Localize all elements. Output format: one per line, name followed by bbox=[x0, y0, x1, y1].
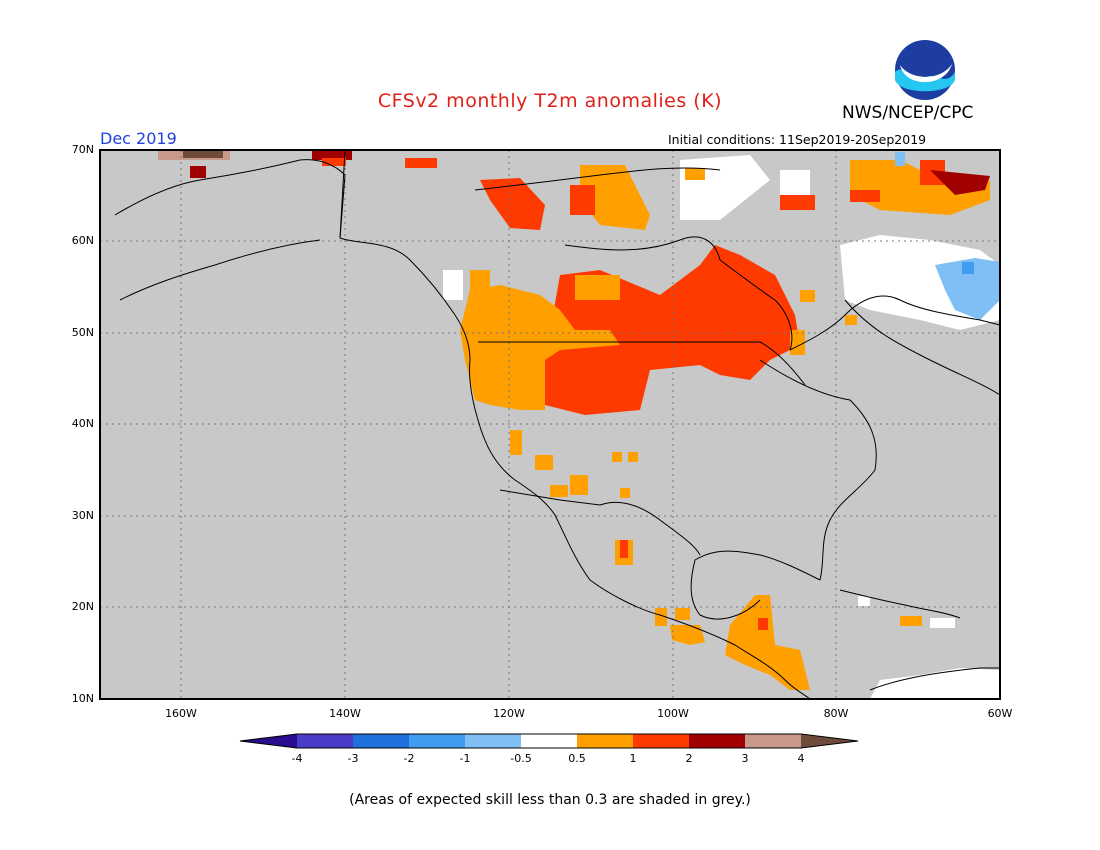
colorbar-segment bbox=[409, 734, 465, 748]
anomaly-patch bbox=[858, 596, 870, 606]
anomaly-patch bbox=[930, 618, 955, 628]
anomaly-patch bbox=[612, 452, 622, 462]
anomaly-patch bbox=[780, 195, 815, 210]
colorbar-segment bbox=[745, 734, 801, 748]
initial-conditions: Initial conditions: 11Sep2019-20Sep2019 bbox=[668, 132, 927, 147]
anomaly-patch bbox=[620, 488, 630, 498]
anomaly-patch bbox=[480, 178, 545, 230]
colorbar-label: 3 bbox=[741, 752, 749, 765]
colorbar bbox=[239, 733, 859, 749]
colorbar-segment bbox=[353, 734, 409, 748]
lat-label: 20N bbox=[71, 600, 94, 613]
colorbar-segment bbox=[297, 734, 353, 748]
colorbar-label: 2 bbox=[685, 752, 693, 765]
map-frame bbox=[99, 149, 1001, 700]
anomaly-patch bbox=[322, 158, 346, 166]
anomaly-patch bbox=[190, 166, 206, 178]
anomaly-patch bbox=[628, 452, 638, 462]
anomaly-patch bbox=[685, 168, 705, 180]
colorbar-label: -3 bbox=[347, 752, 359, 765]
colorbar-label: 1 bbox=[629, 752, 637, 765]
colorbar-label: -0.5 bbox=[510, 752, 532, 765]
lon-label: 100W bbox=[657, 707, 689, 720]
colorbar-label: -1 bbox=[459, 752, 471, 765]
lat-label: 40N bbox=[71, 417, 94, 430]
anomaly-patch bbox=[575, 275, 620, 300]
anomaly-patch bbox=[800, 290, 815, 302]
coastlines bbox=[114, 149, 1001, 700]
colorbar-segment bbox=[633, 734, 689, 748]
anomaly-patch bbox=[725, 595, 810, 690]
colorbar-segment bbox=[689, 734, 745, 748]
country-borders bbox=[478, 341, 806, 556]
map-gridlines bbox=[100, 150, 1000, 699]
anomaly-patch bbox=[550, 485, 568, 497]
colorbar-segment bbox=[521, 734, 577, 748]
colorbar-segment bbox=[465, 734, 521, 748]
anomaly-patch bbox=[900, 616, 922, 626]
anomaly-patch bbox=[460, 285, 620, 410]
lat-label: 50N bbox=[71, 326, 94, 339]
anomaly-patch bbox=[570, 475, 588, 495]
anomaly-patch bbox=[655, 608, 667, 626]
lat-label: 30N bbox=[71, 509, 94, 522]
anomaly-patch bbox=[935, 258, 1000, 320]
lon-label: 120W bbox=[493, 707, 525, 720]
anomaly-patch bbox=[930, 170, 990, 195]
colorbar-segment bbox=[801, 734, 858, 748]
anomaly-patch bbox=[312, 150, 352, 160]
anomaly-patch bbox=[670, 625, 705, 645]
skill-footnote: (Areas of expected skill less than 0.3 a… bbox=[349, 792, 751, 808]
anomaly-patch bbox=[850, 160, 990, 215]
anomaly-patch bbox=[675, 608, 690, 620]
lat-label: 70N bbox=[71, 143, 94, 156]
lat-label: 10N bbox=[71, 692, 94, 705]
colorbar-segment bbox=[240, 734, 297, 748]
colorbar-segment bbox=[577, 734, 633, 748]
lon-label: 60W bbox=[987, 707, 1013, 720]
anomaly-patch bbox=[535, 455, 553, 470]
anomaly-patch bbox=[850, 190, 880, 202]
lon-label: 160W bbox=[165, 707, 197, 720]
anomaly-patch bbox=[758, 618, 768, 630]
anomaly-patch bbox=[620, 540, 628, 558]
lat-label: 60N bbox=[71, 234, 94, 247]
colorbar-label: -2 bbox=[403, 752, 415, 765]
valid-month: Dec 2019 bbox=[100, 129, 177, 148]
map-title: CFSv2 monthly T2m anomalies (K) bbox=[377, 90, 723, 112]
anomaly-patch bbox=[870, 668, 1000, 699]
anomaly-patch bbox=[443, 270, 463, 300]
agency-label: NWS/NCEP/CPC bbox=[842, 103, 974, 123]
anomaly-patch bbox=[570, 185, 595, 215]
anomaly-patch bbox=[510, 430, 522, 455]
anomaly-patch bbox=[962, 262, 974, 274]
noaa-logo bbox=[895, 40, 955, 100]
anomaly-patch bbox=[895, 152, 905, 166]
anomaly-patch bbox=[183, 150, 223, 158]
anomaly-patch bbox=[790, 330, 805, 355]
anomaly-patch bbox=[580, 165, 650, 230]
lon-label: 140W bbox=[329, 707, 361, 720]
lon-label: 80W bbox=[823, 707, 849, 720]
colorbar-label: 0.5 bbox=[568, 752, 586, 765]
anomaly-patch bbox=[845, 315, 857, 325]
anomaly-patch bbox=[470, 270, 490, 290]
colorbar-label: 4 bbox=[797, 752, 805, 765]
anomaly-patch bbox=[405, 158, 437, 168]
colorbar-label: -4 bbox=[291, 752, 303, 765]
